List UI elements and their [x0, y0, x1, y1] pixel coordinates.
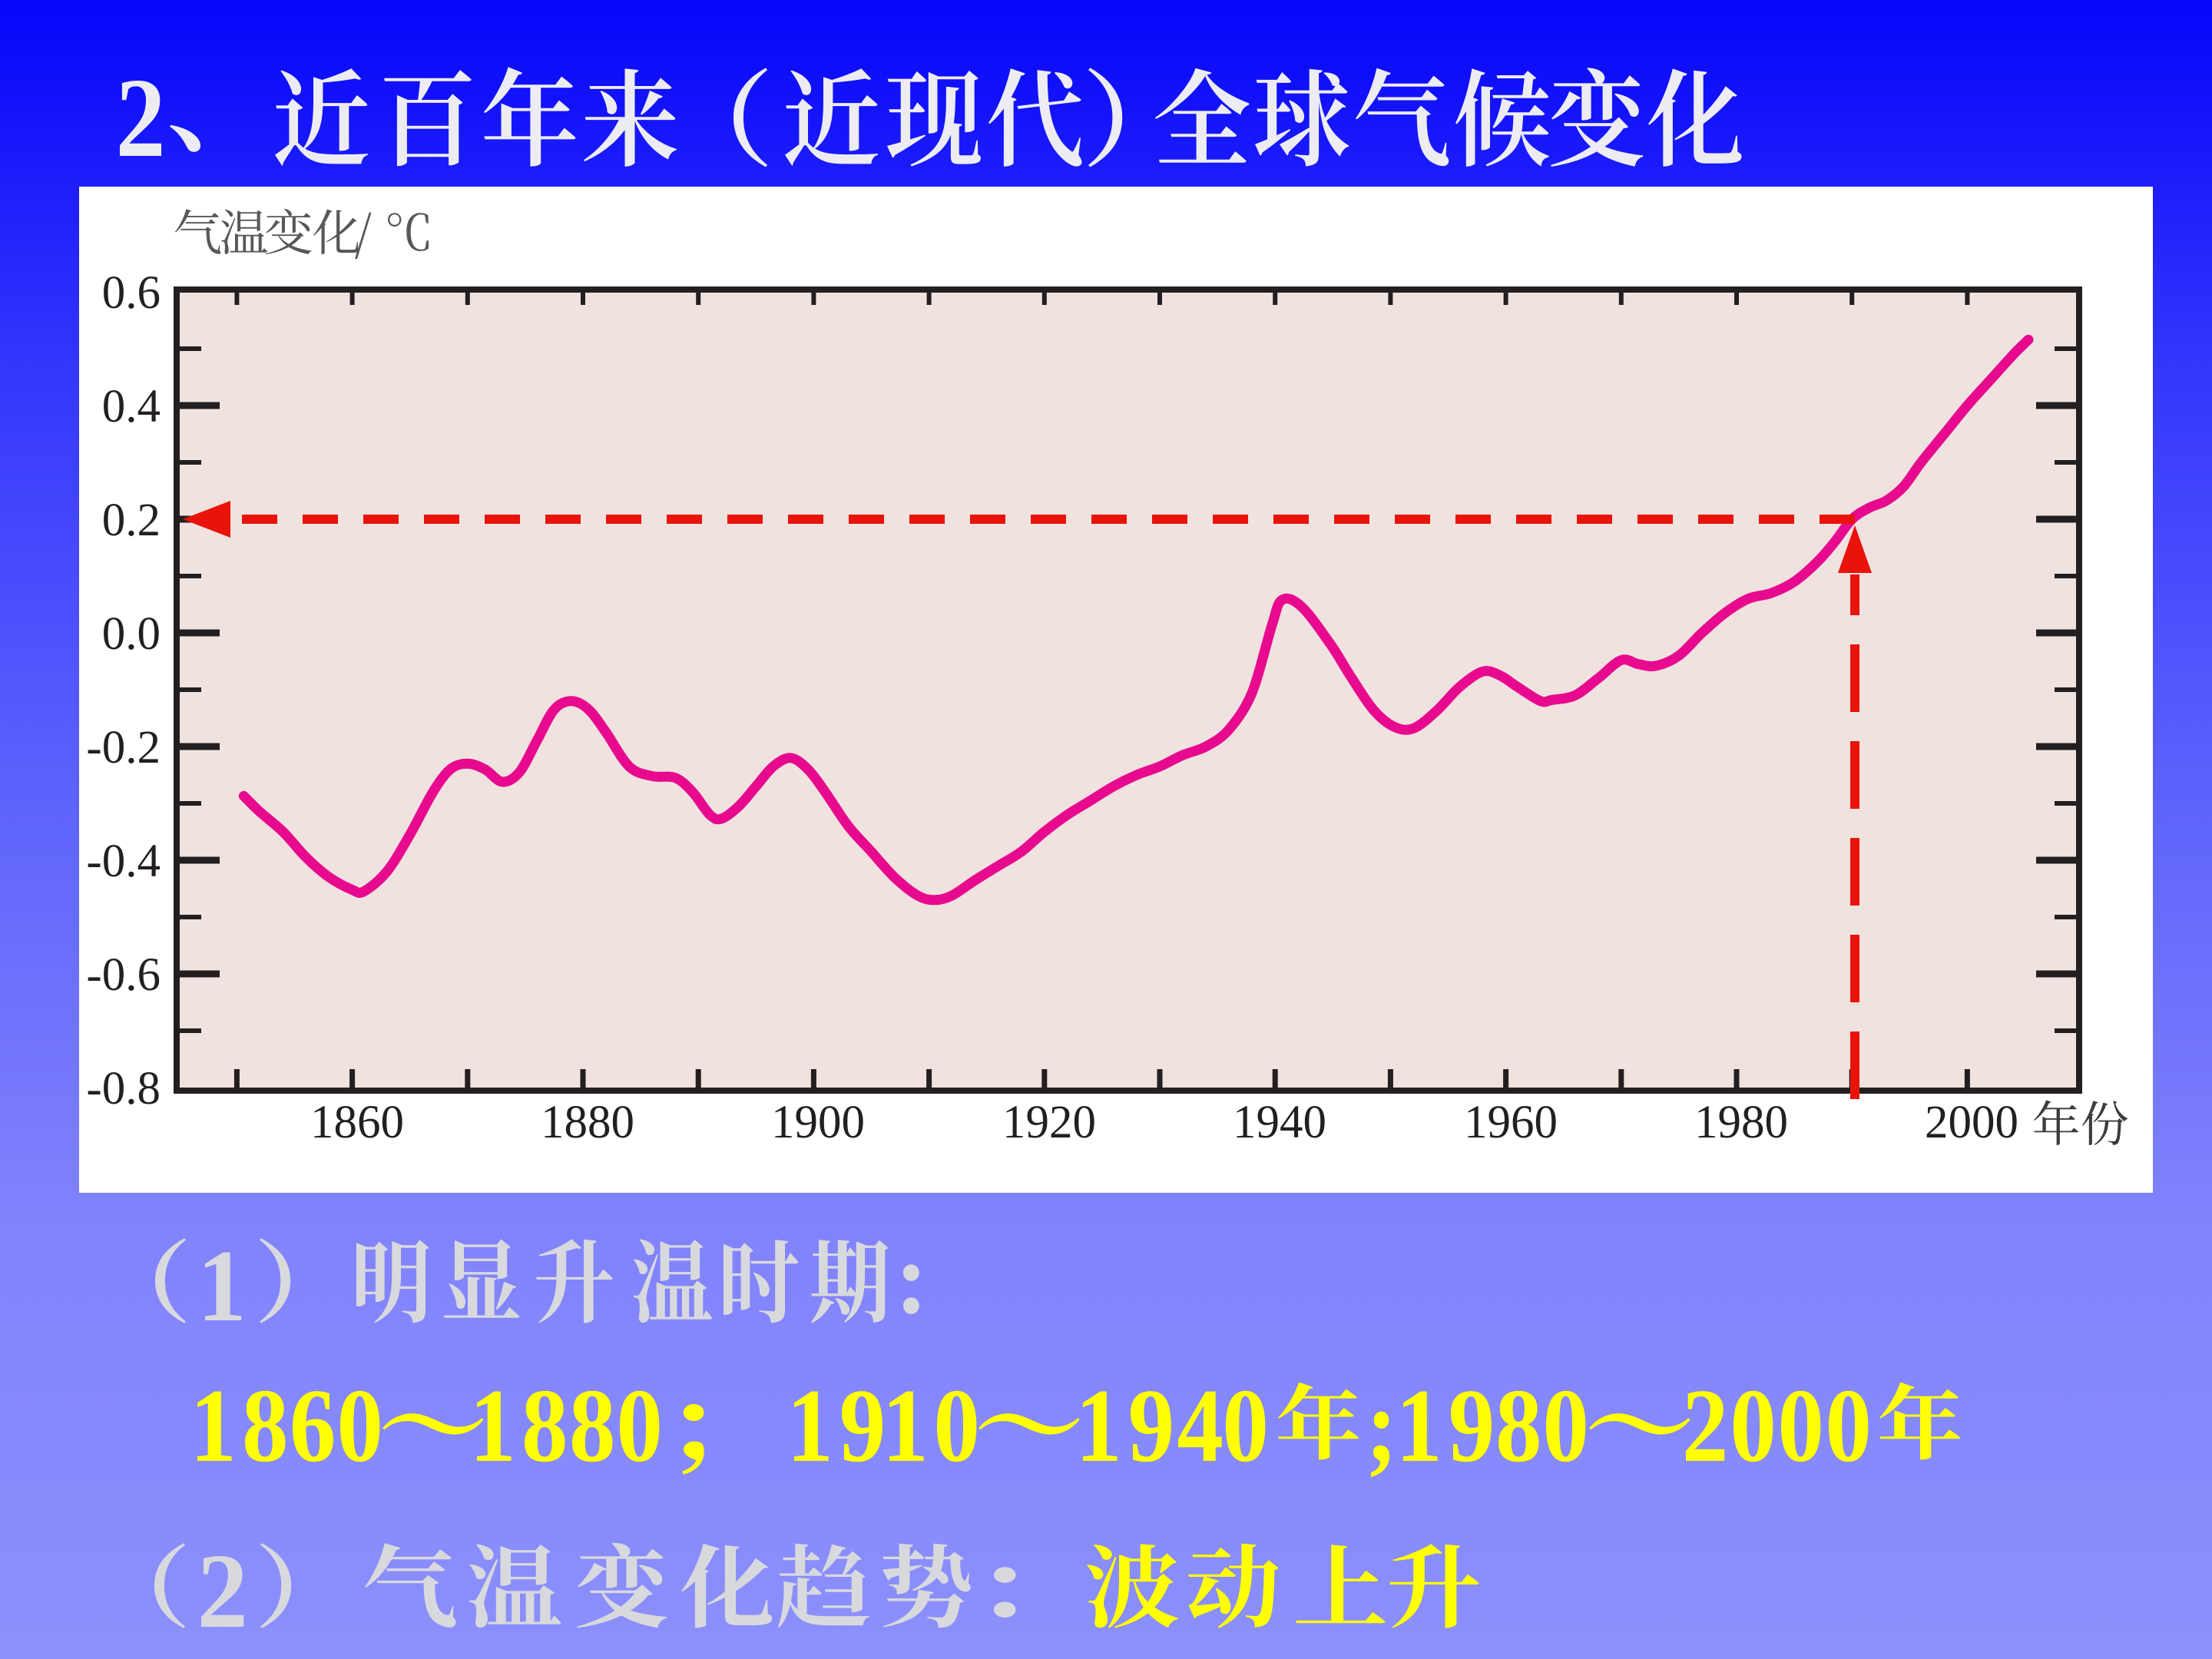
svg-text:-0.6: -0.6 [86, 949, 161, 1001]
svg-text:0.0: 0.0 [102, 608, 161, 660]
svg-text:2000: 2000 [1925, 1097, 2018, 1148]
svg-text:1980: 1980 [1694, 1097, 1788, 1148]
svg-text:0.2: 0.2 [102, 495, 161, 546]
svg-text:-0.2: -0.2 [86, 722, 161, 773]
svg-text:1960: 1960 [1464, 1097, 1558, 1148]
svg-text:1940: 1940 [1233, 1097, 1326, 1148]
svg-text:1860: 1860 [310, 1097, 404, 1148]
svg-text:0.4: 0.4 [102, 381, 161, 432]
svg-text:0.6: 0.6 [102, 267, 161, 319]
svg-text:-0.8: -0.8 [86, 1063, 161, 1114]
svg-text:1900: 1900 [771, 1097, 865, 1148]
svg-text:-0.4: -0.4 [86, 836, 161, 887]
svg-text:1920: 1920 [1002, 1097, 1096, 1148]
svg-text:1880: 1880 [541, 1097, 634, 1148]
